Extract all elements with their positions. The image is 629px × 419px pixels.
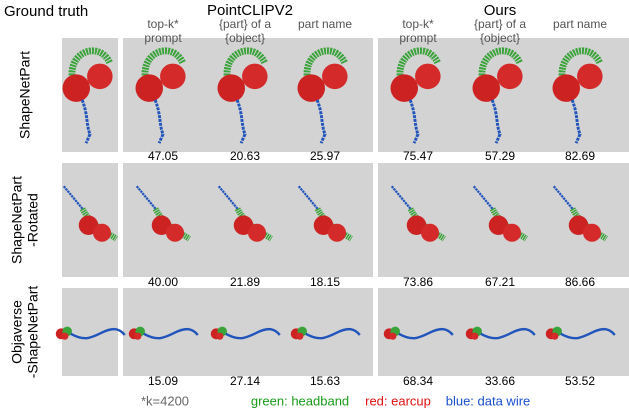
column-header: part name [298,17,352,31]
column-header: {object} [225,31,265,45]
column-header: prompt [399,31,437,45]
panel [123,288,373,376]
score: 33.66 [485,374,515,388]
score: 86.66 [565,275,595,289]
column-header: {object} [480,31,520,45]
score: 75.47 [403,149,433,163]
legend-item: green: headband [251,393,349,408]
score: 20.63 [230,149,260,163]
column-header: prompt [144,31,182,45]
score: 40.00 [148,275,178,289]
row-label: -ShapeNetPart [25,286,41,379]
score: 82.69 [565,149,595,163]
score: 53.52 [565,374,595,388]
score: 15.63 [310,374,340,388]
figure: Ground truthPointCLIPV2top-k*prompt{part… [0,0,629,414]
row-label: ShapeNetPart [9,176,25,264]
legend-item: red: earcup [365,393,431,408]
score: 27.14 [230,374,260,388]
score: 25.97 [310,149,340,163]
column-header: top-k* [147,17,179,31]
score: 57.29 [485,149,515,163]
score: 73.86 [403,275,433,289]
column-header: part name [553,17,607,31]
score: 47.05 [148,149,178,163]
header: Ground truth [4,3,88,20]
score: 15.09 [148,374,178,388]
legend-item: blue: data wire [446,393,531,408]
score: 21.89 [230,275,260,289]
row-label: ShapeNetPart [17,51,33,139]
score: 68.34 [403,374,433,388]
column-header: {part} of a [474,17,526,31]
row-label: -Rotated [25,193,41,247]
column-header: {part} of a [219,17,271,31]
score: 67.21 [485,275,515,289]
score: 18.15 [310,275,340,289]
column-header: top-k* [402,17,434,31]
footnote: *k=4200 [141,393,189,408]
row-label: Objaverse [9,300,25,364]
